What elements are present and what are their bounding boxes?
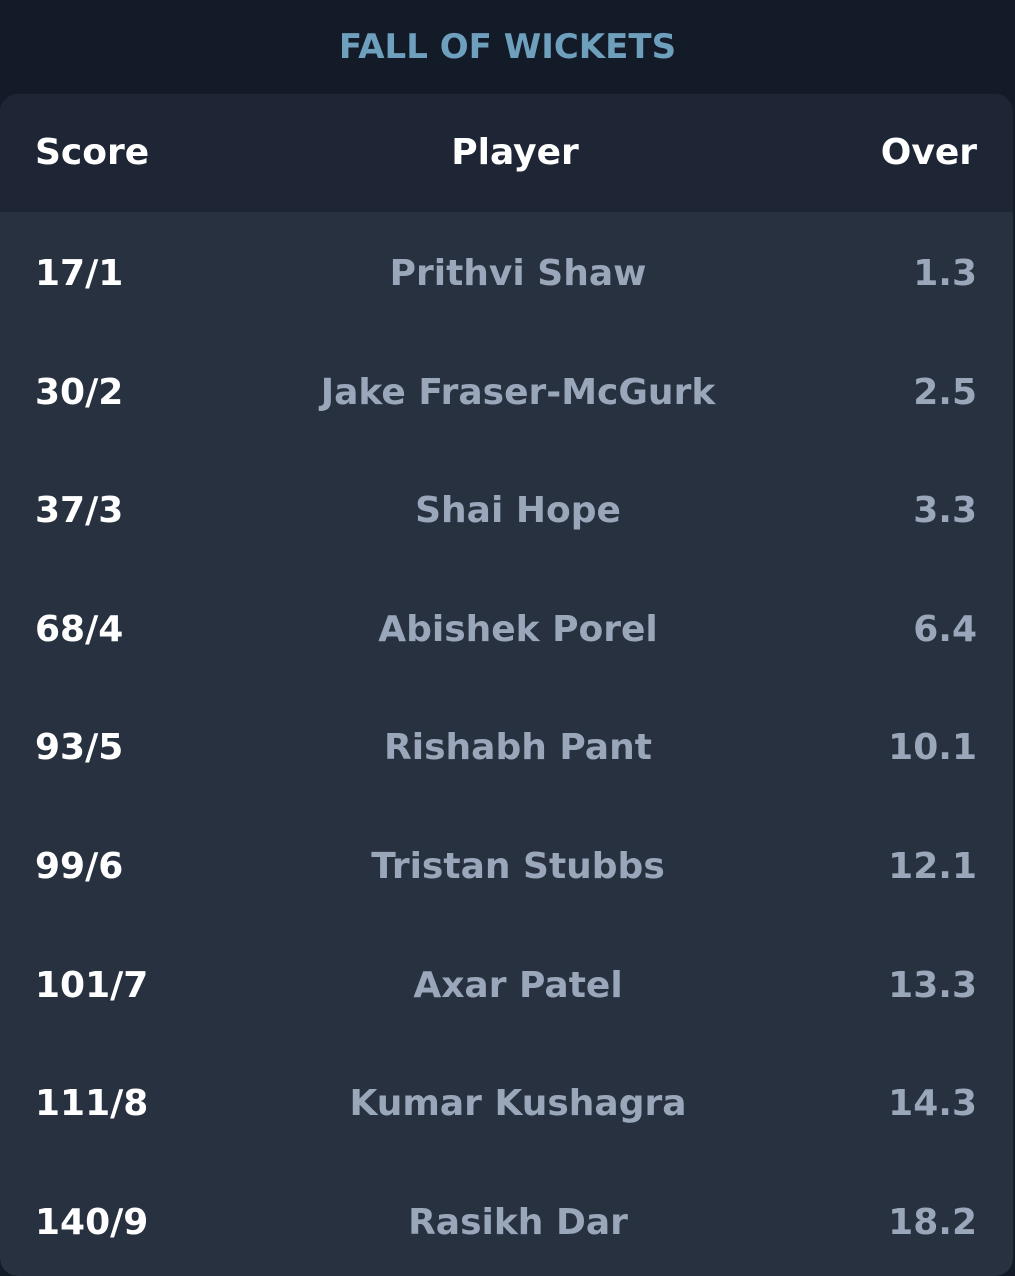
table-body: 17/1 Prithvi Shaw 1.3 30/2 Jake Fraser-M… [0, 212, 1013, 1276]
column-header-player: Player [451, 132, 579, 173]
player-name[interactable]: Rishabh Pant [384, 727, 652, 769]
wicket-score: 30/2 [35, 371, 124, 413]
wicket-score: 99/6 [35, 845, 124, 887]
wicket-over: 1.3 [913, 253, 977, 294]
wicket-over: 6.4 [913, 608, 977, 650]
table-row: 93/5 Rishabh Pant 10.1 [0, 686, 1013, 805]
fall-of-wickets-table: Score Player Over 17/1 Prithvi Shaw 1.3 … [0, 94, 1013, 1276]
player-name[interactable]: Kumar Kushagra [349, 1083, 687, 1125]
section-title: FALL OF WICKETS [338, 27, 677, 67]
wicket-over: 10.1 [888, 727, 977, 769]
wicket-over: 13.3 [888, 964, 977, 1006]
wicket-score: 101/7 [35, 964, 149, 1006]
table-header: Score Player Over [0, 94, 1013, 212]
table-row: 30/2 Jake Fraser-McGurk 2.5 [0, 331, 1013, 450]
wicket-over: 3.3 [913, 490, 977, 532]
player-name[interactable]: Axar Patel [413, 964, 623, 1006]
table-row: 37/3 Shai Hope 3.3 [0, 449, 1013, 568]
column-header-over: Over [880, 132, 977, 173]
column-header-score: Score [35, 132, 150, 173]
table-row: 17/1 Prithvi Shaw 1.3 [0, 212, 1013, 331]
wicket-over: 12.1 [888, 845, 977, 887]
wicket-score: 68/4 [35, 608, 124, 650]
wicket-score: 17/1 [35, 253, 124, 294]
table-row: 99/6 Tristan Stubbs 12.1 [0, 805, 1013, 924]
wicket-score: 140/9 [35, 1201, 149, 1243]
table-row: 101/7 Axar Patel 13.3 [0, 924, 1013, 1043]
wicket-score: 37/3 [35, 490, 124, 532]
player-name[interactable]: Shai Hope [415, 490, 621, 532]
player-name[interactable]: Tristan Stubbs [371, 845, 665, 887]
player-name[interactable]: Prithvi Shaw [389, 253, 647, 294]
wicket-over: 14.3 [888, 1083, 977, 1125]
wicket-score: 93/5 [35, 727, 124, 769]
table-row: 68/4 Abishek Porel 6.4 [0, 568, 1013, 687]
wicket-over: 18.2 [888, 1201, 977, 1243]
player-name[interactable]: Rasikh Dar [408, 1201, 628, 1243]
player-name[interactable]: Jake Fraser-McGurk [320, 371, 716, 413]
table-row: 140/9 Rasikh Dar 18.2 [0, 1161, 1013, 1276]
wicket-score: 111/8 [35, 1083, 149, 1125]
wicket-over: 2.5 [913, 371, 977, 413]
table-row: 111/8 Kumar Kushagra 14.3 [0, 1042, 1013, 1161]
player-name[interactable]: Abishek Porel [378, 608, 658, 650]
